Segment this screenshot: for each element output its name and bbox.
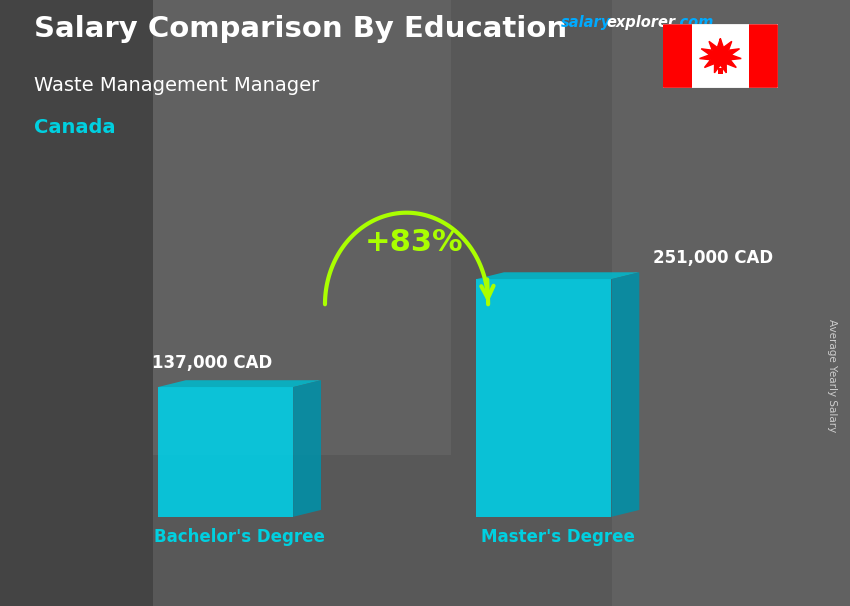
- Text: Bachelor's Degree: Bachelor's Degree: [154, 528, 325, 546]
- Polygon shape: [700, 39, 741, 73]
- Bar: [476, 279, 611, 517]
- Bar: [612, 0, 850, 606]
- Bar: [0, 0, 153, 606]
- Text: +83%: +83%: [366, 228, 464, 258]
- Polygon shape: [611, 272, 639, 517]
- Polygon shape: [476, 272, 639, 279]
- Text: Canada: Canada: [34, 118, 116, 137]
- Text: 137,000 CAD: 137,000 CAD: [152, 354, 272, 372]
- Bar: [749, 24, 778, 88]
- Bar: [153, 0, 450, 454]
- Text: salary: salary: [561, 15, 611, 30]
- Text: Average Yearly Salary: Average Yearly Salary: [827, 319, 837, 432]
- Text: Master's Degree: Master's Degree: [481, 528, 635, 546]
- Polygon shape: [293, 380, 321, 517]
- Bar: [158, 387, 293, 517]
- Bar: [717, 67, 723, 74]
- Text: Salary Comparison By Education: Salary Comparison By Education: [34, 15, 567, 43]
- Polygon shape: [158, 380, 321, 387]
- Bar: [663, 24, 692, 88]
- Text: Waste Management Manager: Waste Management Manager: [34, 76, 320, 95]
- Text: explorer: explorer: [606, 15, 675, 30]
- Text: .com: .com: [674, 15, 713, 30]
- Text: 251,000 CAD: 251,000 CAD: [653, 249, 773, 267]
